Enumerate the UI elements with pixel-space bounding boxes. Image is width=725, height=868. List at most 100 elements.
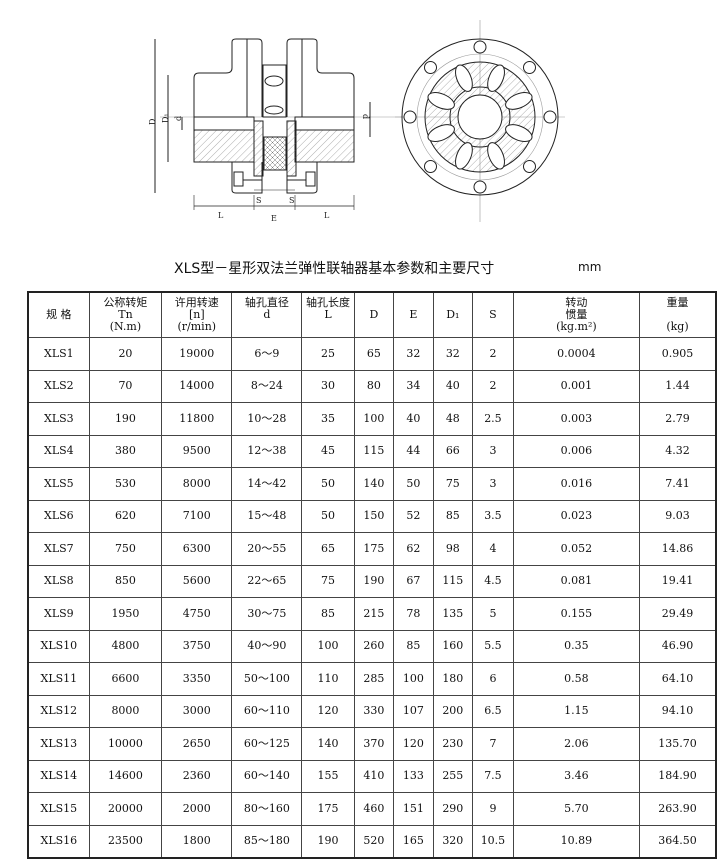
table-cell: 8000 bbox=[88, 694, 163, 728]
table-cell: 23500 bbox=[88, 824, 163, 859]
table-cell: 14～42 bbox=[231, 467, 303, 501]
elastomer-petal bbox=[505, 124, 533, 142]
table-cell: 10～28 bbox=[231, 402, 303, 436]
table-cell: 255 bbox=[432, 759, 474, 793]
table-cell: 7.41 bbox=[638, 467, 717, 501]
table-cell: 115 bbox=[432, 564, 474, 598]
table-cell: 30 bbox=[301, 369, 355, 403]
table-cell: 78 bbox=[393, 597, 434, 631]
table-cell: 46.90 bbox=[638, 629, 717, 663]
table-cell: 5.5 bbox=[472, 629, 514, 663]
table-cell: 32 bbox=[432, 337, 474, 371]
table-cell: 45 bbox=[301, 434, 355, 468]
table-cell: 67 bbox=[393, 564, 434, 598]
header-line: 许用转速 bbox=[174, 296, 219, 309]
table-cell: XLS10 bbox=[27, 629, 90, 663]
table-row: XLS14 14600 2360 60～140 155 410 133 255 7.5 3.46 1… bbox=[27, 759, 717, 793]
table-cell: XLS16 bbox=[27, 824, 90, 859]
table-cell: 64.10 bbox=[638, 662, 717, 696]
table-cell: 22～65 bbox=[231, 564, 303, 598]
table-cell: XLS4 bbox=[27, 434, 90, 468]
table-cell: 85 bbox=[393, 629, 434, 663]
table-cell: 2 bbox=[472, 369, 514, 403]
table-cell: 184.90 bbox=[638, 759, 717, 793]
coupling-technical-drawing: D D₁ d d S S E L L bbox=[148, 20, 565, 223]
table-cell: 4.32 bbox=[638, 434, 717, 468]
table-cell: 2.5 bbox=[472, 402, 514, 436]
table-cell: 98 bbox=[432, 532, 474, 566]
table-cell: 75 bbox=[432, 467, 474, 501]
table-cell: 6.5 bbox=[472, 694, 514, 728]
table-cell: 1.44 bbox=[638, 369, 717, 403]
table-cell: 3.46 bbox=[512, 759, 640, 793]
bolt-hole bbox=[424, 159, 438, 173]
table-cell: XLS8 bbox=[27, 564, 90, 598]
table-cell: 8000 bbox=[161, 467, 233, 501]
table-cell: 330 bbox=[353, 694, 395, 728]
end-view bbox=[395, 20, 565, 222]
table-cell: 1800 bbox=[161, 824, 233, 859]
table-cell: 48 bbox=[432, 402, 474, 436]
table-cell: 80 bbox=[353, 369, 395, 403]
column-header: D bbox=[353, 291, 395, 338]
elastomer-petal bbox=[427, 92, 455, 110]
header-row: 规 格公称转矩 Tn (N.m) 许用转速 [n] (r/min) 轴孔直径 d 轴孔长度 L … bbox=[27, 291, 717, 338]
table-cell: 155 bbox=[301, 759, 355, 793]
table-cell: 34 bbox=[393, 369, 434, 403]
table-cell: 80～160 bbox=[231, 792, 303, 826]
table-cell: 100 bbox=[353, 402, 395, 436]
table-cell: 364.50 bbox=[638, 824, 717, 859]
table-cell: 135.70 bbox=[638, 727, 717, 761]
table-cell: 2360 bbox=[161, 759, 233, 793]
table-cell: 9500 bbox=[161, 434, 233, 468]
table-cell: 85 bbox=[432, 499, 474, 533]
table-cell: 175 bbox=[301, 792, 355, 826]
table-cell: 52 bbox=[393, 499, 434, 533]
table-cell: 0.023 bbox=[512, 499, 640, 533]
table-cell: 30～75 bbox=[231, 597, 303, 631]
table-cell: 410 bbox=[353, 759, 395, 793]
table-cell: 175 bbox=[353, 532, 395, 566]
table-cell: 50 bbox=[301, 499, 355, 533]
table-cell: 40 bbox=[393, 402, 434, 436]
column-header: 轴孔长度 L bbox=[301, 291, 355, 338]
table-cell: 285 bbox=[353, 662, 395, 696]
section-view: D D₁ d d S S E L L bbox=[148, 38, 410, 223]
table-cell: XLS6 bbox=[27, 499, 90, 533]
table-cell: 2.06 bbox=[512, 727, 640, 761]
table-cell: 620 bbox=[88, 499, 163, 533]
table-cell: 10000 bbox=[88, 727, 163, 761]
table-cell: 2000 bbox=[161, 792, 233, 826]
table-cell: 100 bbox=[301, 629, 355, 663]
table-cell: 190 bbox=[301, 824, 355, 859]
header-line: 轴孔长度 bbox=[305, 296, 350, 309]
table-cell: 3 bbox=[472, 467, 514, 501]
table-cell: XLS15 bbox=[27, 792, 90, 826]
table-cell: 0.052 bbox=[512, 532, 640, 566]
table-cell: 9.03 bbox=[638, 499, 717, 533]
header-line: (kg) bbox=[666, 320, 689, 333]
table-row: XLS4 380 9500 12～38 45 115 44 66 3 0.006 4.32 bbox=[27, 434, 717, 468]
bolt-hole bbox=[543, 110, 557, 124]
table-cell: 110 bbox=[301, 662, 355, 696]
bolt-hole bbox=[403, 110, 417, 124]
column-header: 公称转矩 Tn (N.m) bbox=[88, 291, 163, 338]
elastomer-petal bbox=[455, 64, 473, 92]
header-line: d bbox=[263, 308, 271, 321]
table-cell: 62 bbox=[393, 532, 434, 566]
title-text: XLS型－星形双法兰弹性联轴器基本参数和主要尺寸 bbox=[174, 261, 495, 277]
table-cell: 2 bbox=[472, 337, 514, 371]
table-row: XLS10 4800 3750 40～90 100 260 85 160 5.5 0.35 46.9… bbox=[27, 629, 717, 663]
table-cell: 19000 bbox=[161, 337, 233, 371]
table-cell: 11800 bbox=[161, 402, 233, 436]
table-cell: 215 bbox=[353, 597, 395, 631]
table-cell: 263.90 bbox=[638, 792, 717, 826]
table-cell: 50 bbox=[301, 467, 355, 501]
header-line: 惯量 bbox=[565, 308, 588, 321]
bolt-hole bbox=[522, 61, 536, 75]
table-cell: 0.006 bbox=[512, 434, 640, 468]
table-cell: 3750 bbox=[161, 629, 233, 663]
table-cell: 20000 bbox=[88, 792, 163, 826]
header-line: 转动 bbox=[565, 296, 588, 309]
table-cell: 100 bbox=[393, 662, 434, 696]
